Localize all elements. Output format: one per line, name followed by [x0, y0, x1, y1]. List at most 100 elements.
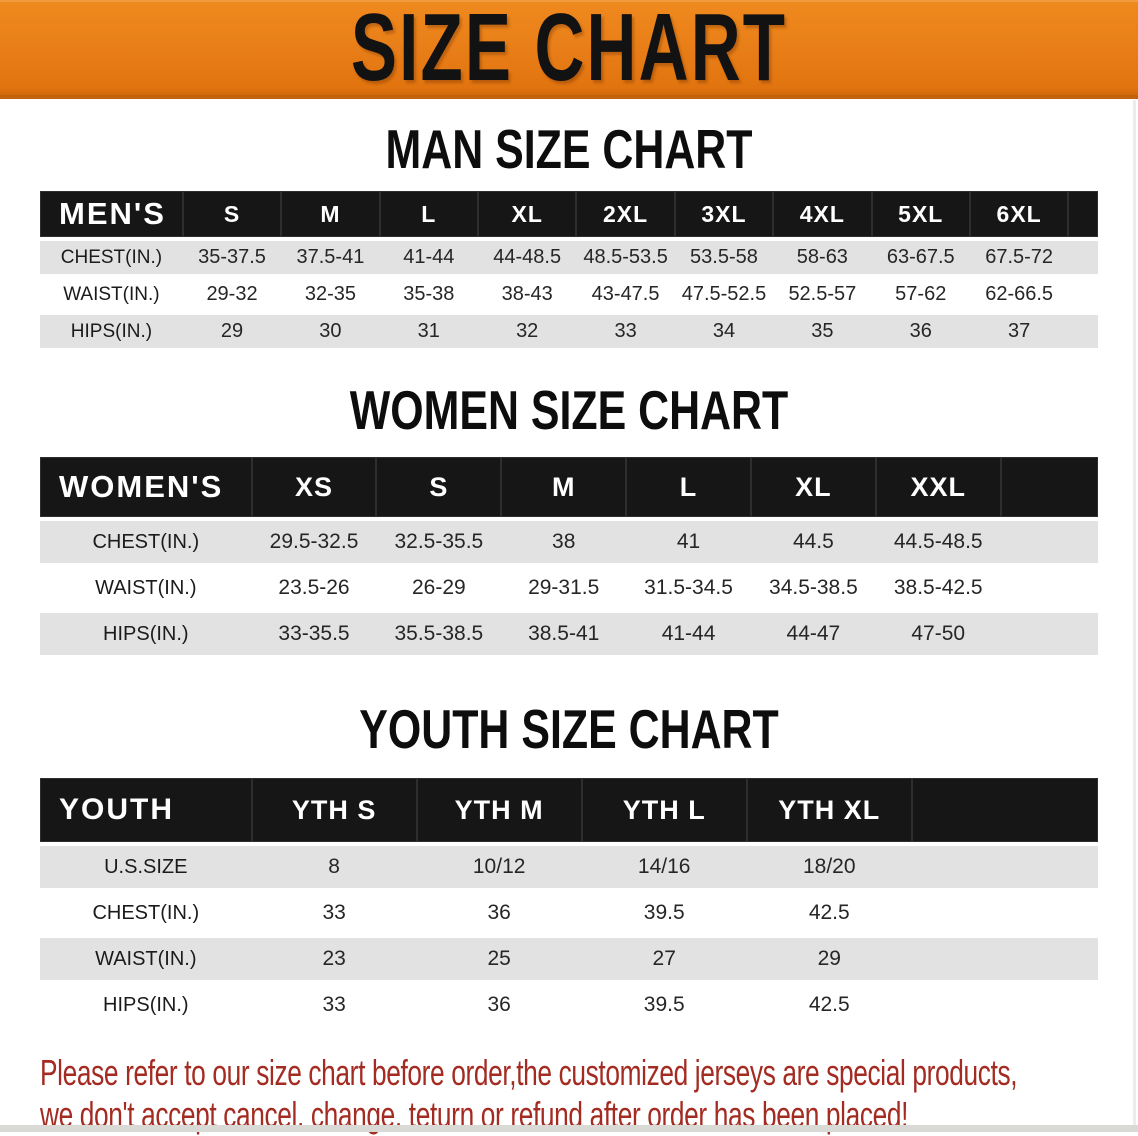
row-label: HIPS(IN.): [40, 315, 183, 348]
size-column-header: 3XL: [674, 191, 774, 237]
size-value-cell: 35-37.5: [182, 241, 282, 274]
size-value-cell: 33: [322, 901, 346, 924]
size-value-cell: 29: [746, 938, 912, 980]
men-section-heading: MAN SIZE CHART: [385, 118, 753, 180]
size-value-cell: 10/12: [416, 846, 582, 888]
size-table-header-row: YOUTH YTH S YTH M YTH L YTH XL: [40, 778, 1098, 842]
size-value-cell: 37.5-41: [281, 241, 380, 274]
size-value-cell: 39.5: [643, 993, 685, 1016]
size-value-cell: 32: [478, 315, 577, 348]
row-label: HIPS(IN.): [103, 993, 189, 1016]
size-value-cell: 31.5-34.5: [644, 576, 733, 599]
size-value-cell: 44-47: [750, 613, 876, 655]
youth-size-table: YOUTH YTH S YTH M YTH L YTH XL U.S.SIZE 8 10/12…: [40, 774, 1098, 1030]
row-label: CHEST(IN.): [40, 521, 252, 563]
size-column-header: XL: [750, 457, 876, 517]
size-value-cell: 41: [626, 521, 751, 563]
size-value-cell: 33-35.5: [251, 613, 377, 655]
size-table-row: CHEST(IN.) 35-37.5 37.5-41 41-44 44-48.5 48.5…: [40, 241, 1098, 274]
header-filler: [1000, 457, 1098, 517]
size-table-header-row: MEN'S S M L XL 2XL 3XL 4XL 5XL 6XL: [40, 191, 1098, 237]
size-table-row: WAIST(IN.) 23.5-26 26-29 29-31.5 31.5-34.5 34…: [40, 567, 1098, 609]
size-value-cell: 34: [674, 315, 774, 348]
size-table-row: U.S.SIZE 8 10/12 14/16 18/20: [40, 846, 1098, 888]
size-value-cell: 58-63: [773, 241, 872, 274]
size-column-header: 6XL: [969, 191, 1069, 237]
row-filler: [912, 984, 1098, 1026]
size-value-cell: 36: [871, 315, 970, 348]
row-filler: [1000, 521, 1098, 563]
page-title: SIZE CHART: [350, 0, 788, 101]
row-label: WAIST(IN.): [40, 938, 252, 980]
size-column-header: 2XL: [576, 191, 675, 237]
size-value-cell: 25: [416, 938, 582, 980]
size-value-cell: 29-31.5: [528, 576, 600, 599]
disclaimer: Please refer to our size chart before or…: [40, 1052, 1138, 1136]
size-value-cell: 38-43: [501, 283, 553, 305]
size-value-cell: 29.5-32.5: [251, 521, 377, 563]
size-value-cell: 53.5-58: [674, 241, 774, 274]
size-value-cell: 33: [576, 315, 675, 348]
size-value-cell: 48.5-53.5: [576, 241, 675, 274]
size-column-header: YTH M: [416, 778, 582, 842]
disclaimer-line-1: Please refer to our size chart before or…: [40, 1052, 1018, 1093]
row-label: U.S.SIZE: [40, 846, 252, 888]
size-value-cell: 36: [487, 901, 511, 924]
size-table-row: HIPS(IN.) 29 30 31 32 33 34 35 36 37: [40, 315, 1098, 348]
size-value-cell: 36: [487, 993, 511, 1016]
size-value-cell: 47.5-52.5: [681, 283, 767, 305]
row-label: WAIST(IN.): [95, 576, 197, 599]
size-value-cell: 42.5: [808, 993, 850, 1016]
size-column-header: 5XL: [871, 191, 970, 237]
size-table-row: HIPS(IN.) 33 36 39.5 42.5: [40, 984, 1098, 1026]
size-column-header: YTH XL: [746, 778, 912, 842]
section-women: WOMEN SIZE CHART WOMEN'S XS S M L XL XXL CHEST(…: [0, 379, 1138, 659]
size-table-header-row: WOMEN'S XS S M L XL XXL: [40, 457, 1098, 517]
size-column-header: YTH S: [251, 778, 417, 842]
size-column-header: L: [379, 191, 478, 237]
size-table-row: WAIST(IN.) 29-32 32-35 35-38 38-43 43-47.5 47.…: [40, 278, 1098, 311]
size-value-cell: 33: [322, 993, 346, 1016]
size-value-cell: 42.5: [808, 901, 850, 924]
size-value-cell: 35.5-38.5: [376, 613, 502, 655]
size-value-cell: 37: [969, 315, 1069, 348]
size-value-cell: 41-44: [626, 613, 751, 655]
size-column-header: XXL: [875, 457, 1001, 517]
row-filler: [1001, 567, 1098, 609]
size-value-cell: 23: [251, 938, 417, 980]
right-edge-artifact: [1133, 100, 1136, 1132]
size-value-cell: 23.5-26: [278, 576, 350, 599]
row-label: CHEST(IN.): [40, 241, 183, 274]
row-filler: [1068, 241, 1098, 274]
size-table-row: CHEST(IN.) 29.5-32.5 32.5-35.5 38 41 44.5 44.5…: [40, 521, 1098, 563]
size-value-cell: 44-48.5: [478, 241, 577, 274]
size-value-cell: 34.5-38.5: [769, 576, 858, 599]
row-filler: [1068, 315, 1098, 348]
section-youth: YOUTH SIZE CHART YOUTH YTH S YTH M YTH L YTH…: [0, 698, 1138, 1030]
row-filler: [1000, 613, 1098, 655]
size-value-cell: 30: [281, 315, 380, 348]
size-value-cell: 14/16: [581, 846, 747, 888]
size-column-header: XS: [251, 457, 377, 517]
row-filler: [1068, 278, 1098, 311]
youth-section-heading: YOUTH SIZE CHART: [359, 698, 779, 760]
size-value-cell: 47-50: [875, 613, 1001, 655]
size-value-cell: 8: [251, 846, 417, 888]
size-value-cell: 29-32: [206, 283, 258, 305]
size-value-cell: 39.5: [643, 901, 685, 924]
women-section-heading: WOMEN SIZE CHART: [349, 379, 789, 441]
size-table-row: WAIST(IN.) 23 25 27 29: [40, 938, 1098, 980]
table-corner-label: WOMEN'S: [40, 457, 252, 517]
section-men: MAN SIZE CHART MEN'S S M L XL 2XL 3XL 4XL 5XL 6XL…: [0, 118, 1138, 352]
row-filler: [911, 846, 1098, 888]
row-label: WAIST(IN.): [63, 283, 160, 305]
size-value-cell: 35: [773, 315, 872, 348]
size-value-cell: 63-67.5: [871, 241, 970, 274]
size-column-header: S: [376, 457, 502, 517]
size-value-cell: 38: [501, 521, 627, 563]
size-column-header: S: [182, 191, 282, 237]
size-table-row: CHEST(IN.) 33 36 39.5 42.5: [40, 892, 1098, 934]
size-value-cell: 44.5: [750, 521, 876, 563]
size-column-header: XL: [478, 191, 577, 237]
